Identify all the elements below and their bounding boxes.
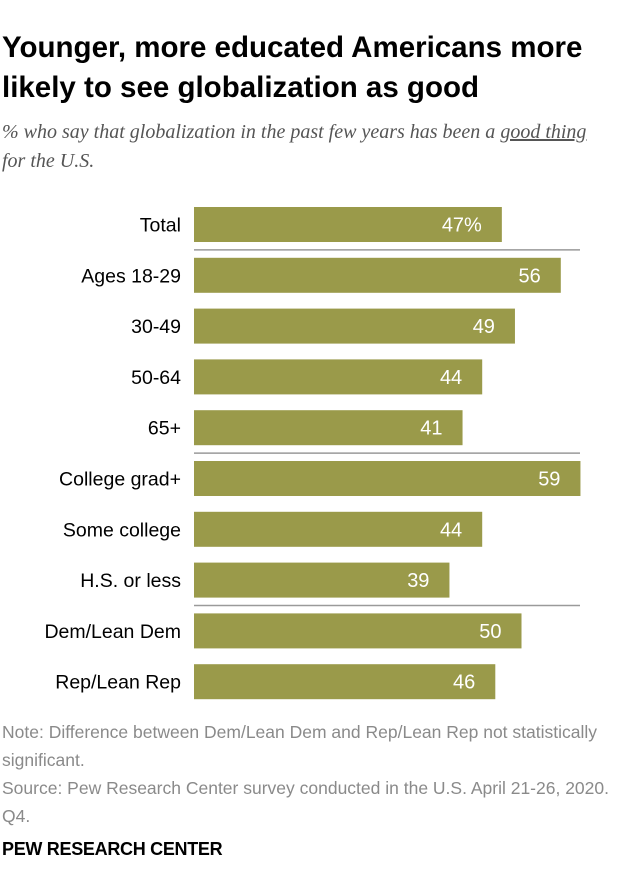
category-label: Total (140, 215, 181, 237)
data-label: 56 (519, 265, 541, 287)
data-label: 41 (420, 418, 442, 440)
chart-source: Source: Pew Research Center survey condu… (2, 778, 609, 826)
bar (194, 257, 561, 293)
category-label: 65+ (148, 418, 181, 440)
data-label: 46 (453, 672, 475, 694)
data-label: 44 (440, 519, 462, 541)
bar (194, 664, 496, 700)
data-label: 59 (538, 469, 560, 491)
bar (194, 359, 483, 395)
bar (194, 308, 515, 344)
category-label: Dem/Lean Dem (44, 621, 181, 643)
subtitle-text-start: % who say that globalization in the past… (2, 121, 501, 143)
subtitle-emphasis: good thing (500, 121, 587, 143)
category-label: Some college (63, 519, 181, 541)
category-label: H.S. or less (80, 570, 181, 592)
data-label: 47% (442, 215, 482, 237)
category-label: Rep/Lean Rep (55, 672, 181, 694)
data-label: 49 (473, 316, 495, 338)
bar (194, 511, 483, 547)
bar (194, 207, 502, 242)
category-label: Ages 18-29 (81, 265, 181, 287)
data-label: 44 (440, 367, 462, 389)
footer-brand: PEW RESEARCH CENTER (2, 839, 223, 859)
data-label: 50 (479, 621, 501, 643)
data-label: 39 (407, 570, 429, 592)
category-label: College grad+ (59, 469, 181, 491)
category-label: 30-49 (131, 316, 181, 338)
chart-note: Note: Difference between Dem/Lean Dem an… (2, 722, 598, 770)
chart-subtitle: % who say that globalization in the past… (2, 118, 614, 176)
bar-chart: Total 47% Ages 18-29 56 30-49 49 50-64 44 65+ 41 C… (44, 207, 581, 700)
bar (194, 562, 450, 598)
bar (194, 461, 581, 496)
category-label: 50-64 (131, 367, 181, 389)
bar (194, 613, 522, 649)
chart-title: Younger, more educated Americans more li… (2, 31, 583, 104)
bar (194, 410, 463, 446)
subtitle-text-end: for the U.S. (2, 150, 95, 172)
